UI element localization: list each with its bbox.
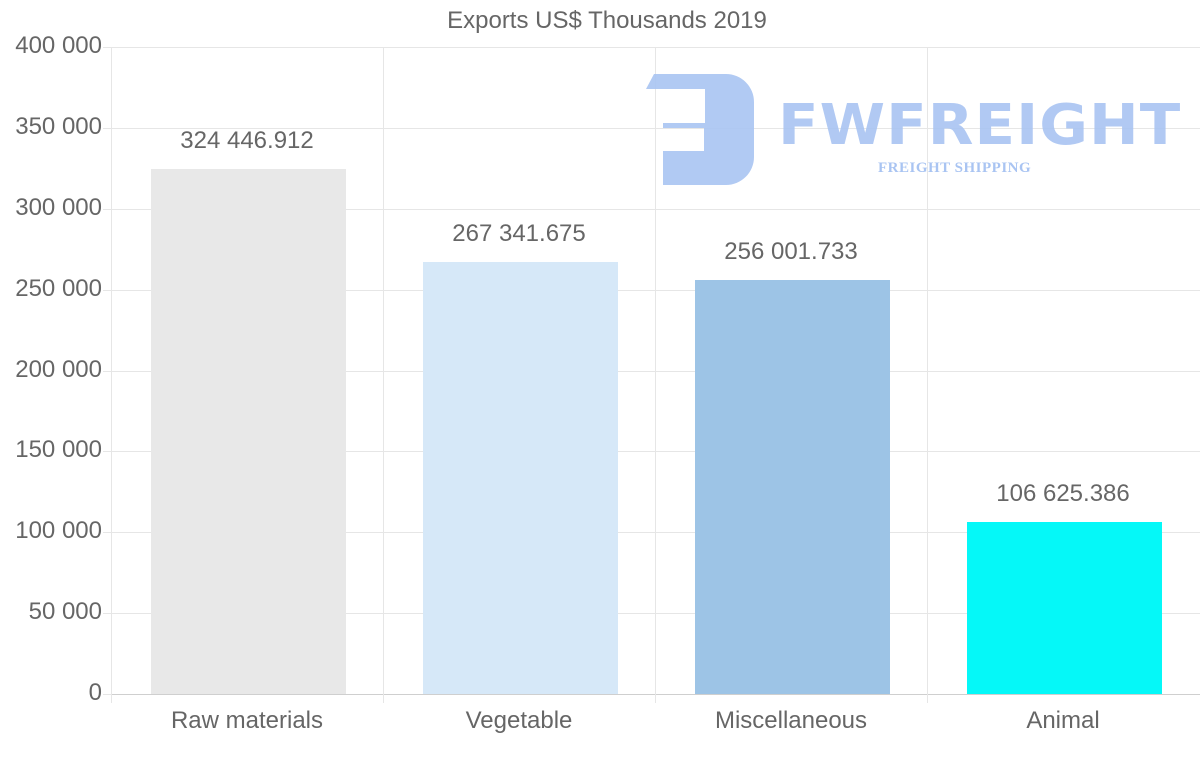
bar-animal[interactable] bbox=[966, 521, 1162, 694]
bar-vegetable[interactable] bbox=[422, 261, 618, 694]
x-tick-label: Animal bbox=[1026, 707, 1100, 734]
y-tick-mark bbox=[103, 694, 111, 695]
x-tick-label: Miscellaneous bbox=[714, 707, 868, 734]
y-tick-label: 300 000 bbox=[15, 193, 102, 221]
bar-value-label: 106 625.386 bbox=[996, 479, 1130, 507]
bar-miscellaneous[interactable] bbox=[694, 279, 890, 694]
y-tick-mark bbox=[103, 47, 111, 48]
y-tick-mark bbox=[103, 208, 111, 210]
y-tick-label: 0 bbox=[88, 679, 102, 706]
y-tick-label: 150 000 bbox=[15, 436, 102, 464]
x-tick-label: Vegetable bbox=[465, 707, 573, 734]
x-gridline bbox=[383, 47, 384, 703]
bar-raw-materials[interactable] bbox=[150, 169, 346, 694]
y-tick-label: 100 000 bbox=[15, 517, 102, 545]
plot-area bbox=[103, 47, 1200, 703]
bar-value-label: 324 446.912 bbox=[180, 127, 314, 155]
y-tick-label: 250 000 bbox=[15, 274, 102, 302]
y-tick-mark bbox=[103, 289, 111, 291]
y-tick-mark bbox=[103, 451, 111, 453]
y-tick-mark bbox=[103, 370, 111, 372]
x-gridline bbox=[655, 47, 656, 703]
bar-value-label: 256 001.733 bbox=[724, 237, 858, 265]
y-tick-label: 50 000 bbox=[28, 598, 102, 626]
x-gridline bbox=[927, 47, 928, 703]
y-tick-label: 200 000 bbox=[15, 355, 102, 383]
y-tick-label: 400 000 bbox=[15, 32, 102, 59]
x-tick-label: Raw materials bbox=[170, 707, 324, 734]
y-tick-mark bbox=[103, 613, 111, 615]
chart-title: Exports US$ Thousands 2019 bbox=[447, 7, 767, 34]
x-gridline bbox=[111, 47, 112, 703]
y-tick-mark bbox=[103, 127, 111, 129]
y-tick-mark bbox=[103, 532, 111, 534]
bar-value-label: 267 341.675 bbox=[452, 219, 586, 247]
y-tick-label: 350 000 bbox=[15, 112, 102, 140]
